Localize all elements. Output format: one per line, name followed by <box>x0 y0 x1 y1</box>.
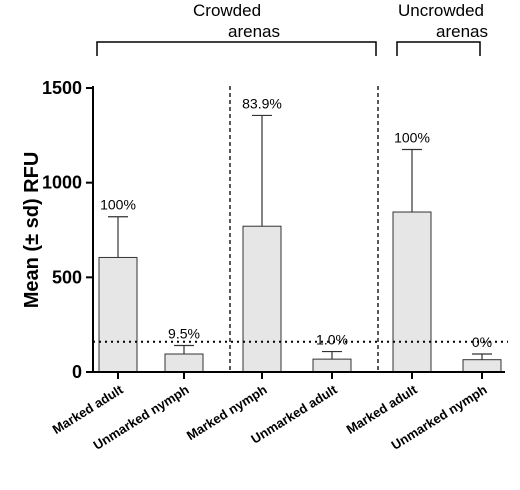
y-tick-label: 500 <box>52 267 82 287</box>
bar <box>164 353 204 373</box>
bar <box>312 358 352 373</box>
percent-label: 1.0% <box>316 332 348 348</box>
y-axis-label: Mean (± sd) RFU <box>21 152 43 309</box>
group-label-line2: arenas <box>228 22 280 41</box>
group-bracket <box>396 41 481 56</box>
bar <box>392 211 432 373</box>
bar <box>462 359 502 373</box>
percent-label: 0% <box>472 334 492 350</box>
group-brackets: Crowded arenas Uncrowded arenas <box>96 1 488 56</box>
y-tick-label: 1500 <box>42 78 82 98</box>
group-label-line1: Uncrowded <box>398 1 484 20</box>
bars <box>98 211 502 373</box>
group-label-line2: arenas <box>436 22 488 41</box>
y-tick-label: 0 <box>72 362 82 382</box>
error-bars <box>108 114 492 360</box>
bar <box>98 256 138 373</box>
percent-label: 100% <box>100 197 136 213</box>
percent-labels: 100% 9.5% 83.9% 1.0% 100% 0% <box>100 95 492 350</box>
group-label-line1: Crowded <box>193 1 261 20</box>
percent-label: 9.5% <box>168 325 200 341</box>
group-bracket <box>96 41 377 56</box>
percent-label: 83.9% <box>242 95 282 111</box>
axes: 0 500 1000 1500 <box>42 78 505 382</box>
bar <box>242 225 282 373</box>
percent-label: 100% <box>394 130 430 146</box>
y-tick-label: 1000 <box>42 173 82 193</box>
